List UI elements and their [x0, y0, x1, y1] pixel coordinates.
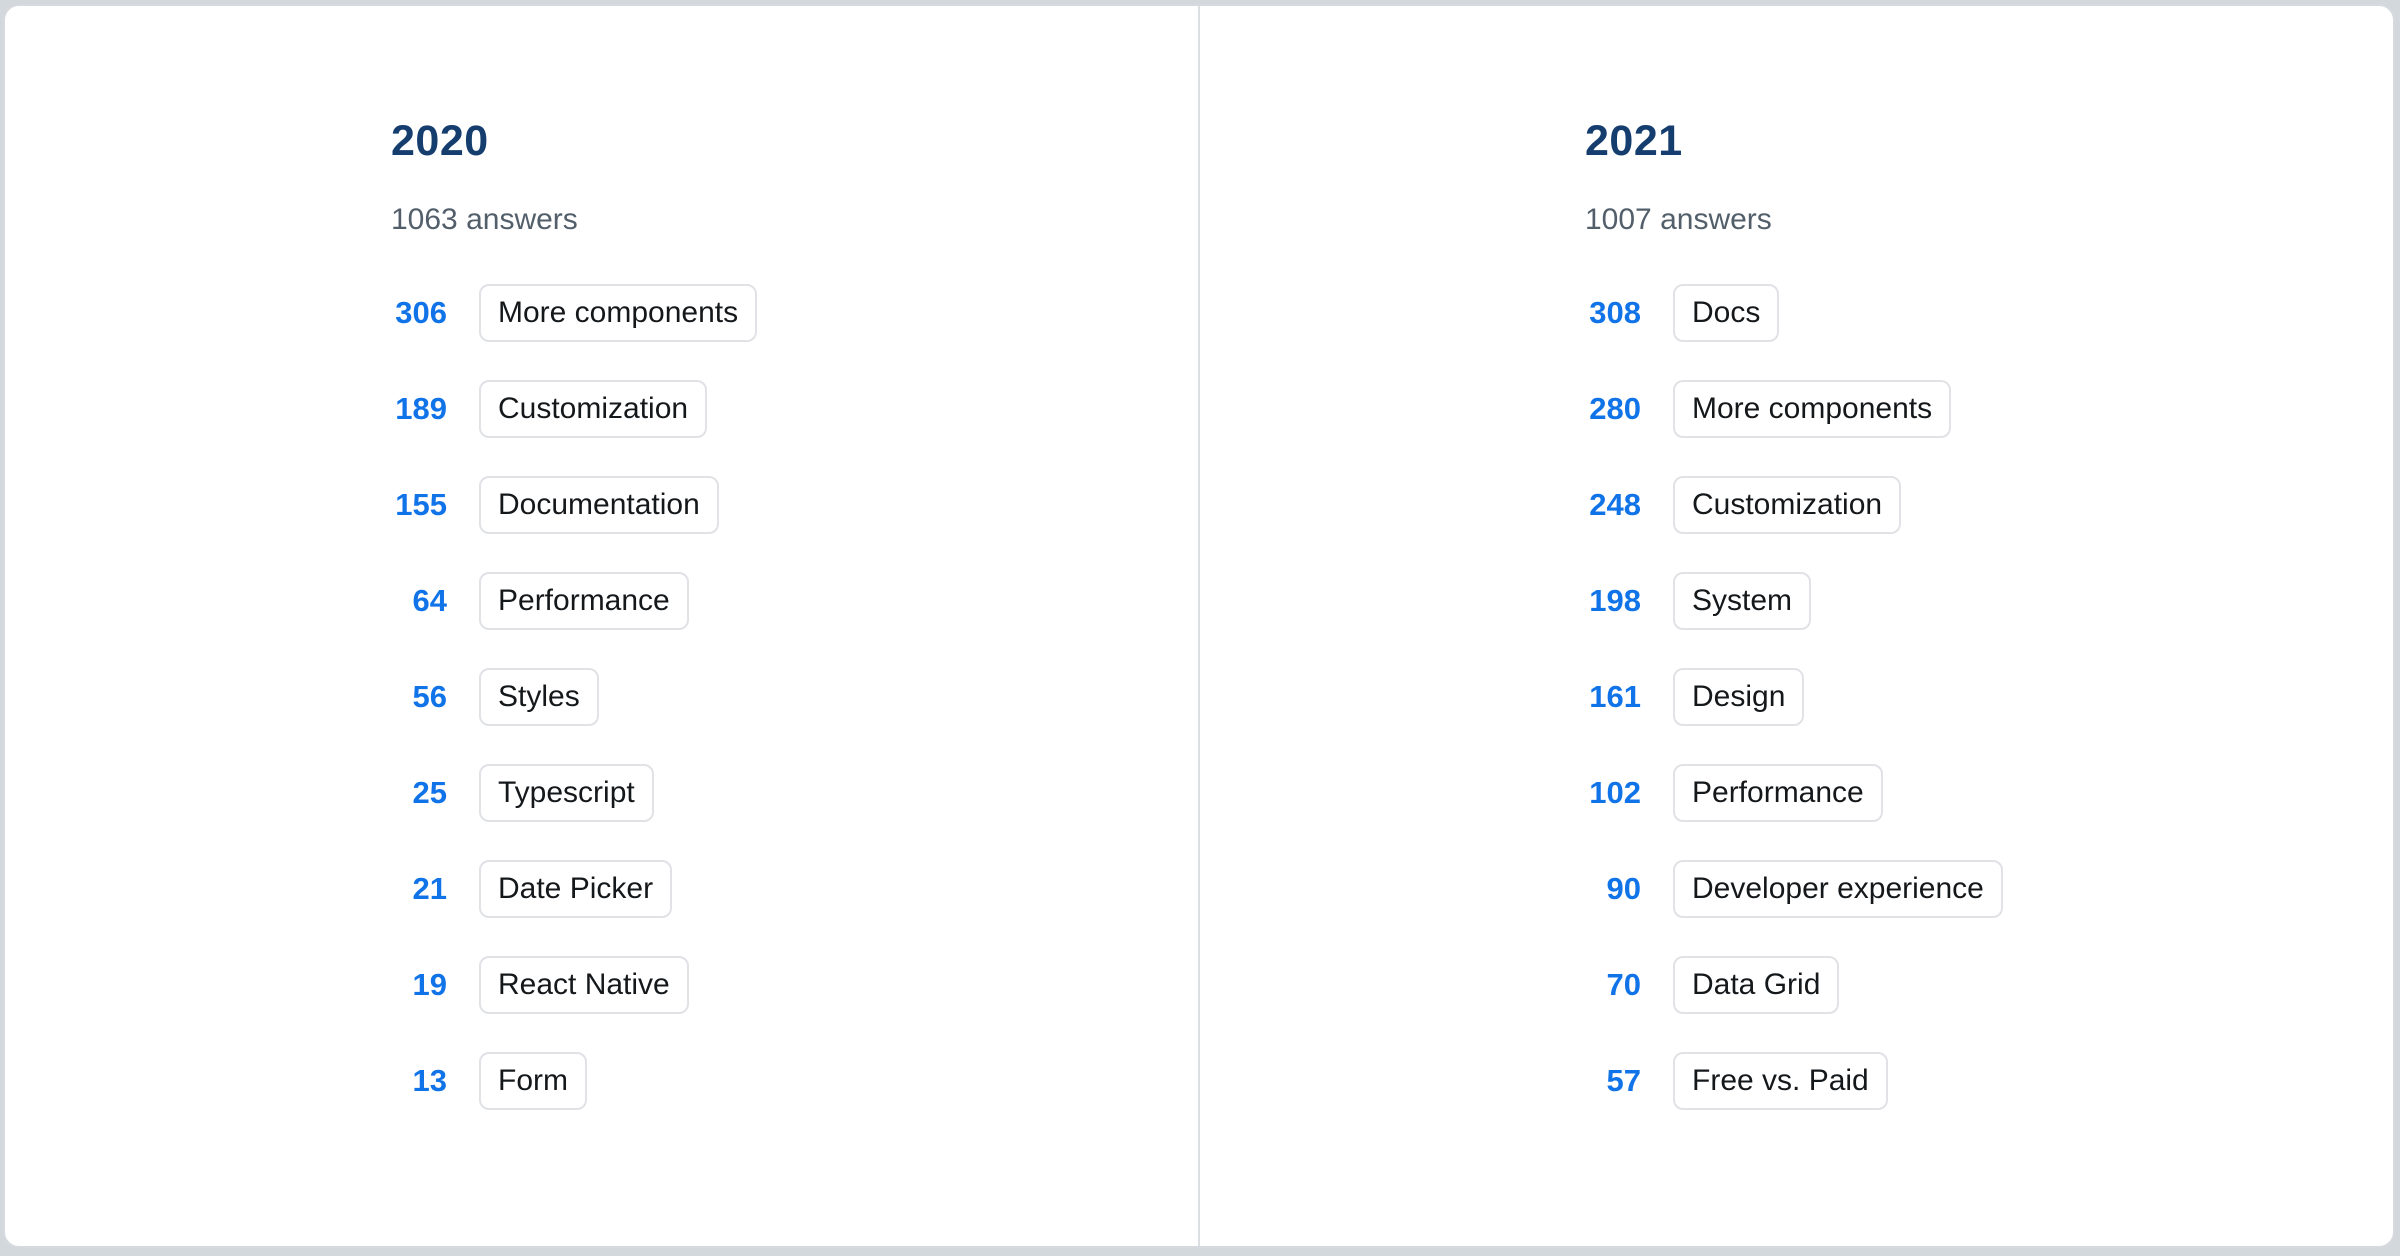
answer-chip: React Native: [479, 956, 689, 1014]
answer-row: 102 Performance: [1585, 764, 2393, 822]
answer-row: 306 More components: [391, 284, 1199, 342]
answer-row: 56 Styles: [391, 668, 1199, 726]
vote-count: 21: [412, 871, 447, 906]
vote-count: 56: [412, 679, 447, 714]
answer-row: 25 Typescript: [391, 764, 1199, 822]
answer-row: 64 Performance: [391, 572, 1199, 630]
column-divider: [1198, 6, 1200, 1246]
answer-chip: Free vs. Paid: [1673, 1052, 1888, 1110]
answer-row: 21 Date Picker: [391, 860, 1199, 918]
vote-count: 308: [1589, 295, 1641, 330]
answer-chip: Performance: [1673, 764, 1883, 822]
answer-row: 155 Documentation: [391, 476, 1199, 534]
answer-chip: Styles: [479, 668, 599, 726]
vote-count: 198: [1589, 583, 1641, 618]
vote-count: 19: [412, 967, 447, 1002]
survey-results-card: 2020 1063 answers 306 More components 189 C…: [3, 4, 2395, 1248]
answer-chip: Date Picker: [479, 860, 673, 918]
vote-count: 13: [412, 1063, 447, 1098]
vote-count: 248: [1589, 487, 1641, 522]
answer-list-2021: 308 Docs 280 More components 248 Customizatio…: [1585, 284, 2393, 1110]
answer-list-2020: 306 More components 189 Customization 155 Doc…: [391, 284, 1199, 1110]
year-heading-2020: 2020: [391, 117, 489, 165]
answer-row: 308 Docs: [1585, 284, 2393, 342]
answer-row: 189 Customization: [391, 380, 1199, 438]
answer-row: 248 Customization: [1585, 476, 2393, 534]
vote-count: 57: [1606, 1063, 1641, 1098]
vote-count: 90: [1606, 871, 1641, 906]
panel-2020: 2020 1063 answers 306 More components 189 C…: [5, 6, 1199, 1246]
answer-chip: Performance: [479, 572, 689, 630]
answer-row: 19 React Native: [391, 956, 1199, 1014]
answers-count-2021: 1007 answers: [1585, 203, 1772, 236]
vote-count: 280: [1589, 391, 1641, 426]
answer-chip: Form: [479, 1052, 587, 1110]
vote-count: 25: [412, 775, 447, 810]
answer-row: 280 More components: [1585, 380, 2393, 438]
panel-2021: 2021 1007 answers 308 Docs 280 More compone…: [1199, 6, 2393, 1246]
vote-count: 189: [395, 391, 447, 426]
vote-count: 161: [1589, 679, 1641, 714]
answer-chip: More components: [479, 284, 758, 342]
answers-count-2020: 1063 answers: [391, 203, 578, 236]
answer-row: 90 Developer experience: [1585, 860, 2393, 918]
answer-chip: Design: [1673, 668, 1805, 726]
answer-row: 70 Data Grid: [1585, 956, 2393, 1014]
answer-row: 161 Design: [1585, 668, 2393, 726]
vote-count: 70: [1606, 967, 1641, 1002]
answer-chip: Docs: [1673, 284, 1780, 342]
year-heading-2021: 2021: [1585, 117, 1683, 165]
answer-chip: Data Grid: [1673, 956, 1840, 1014]
vote-count: 102: [1589, 775, 1641, 810]
answer-row: 198 System: [1585, 572, 2393, 630]
answer-chip: Customization: [1673, 476, 1902, 534]
answer-chip: System: [1673, 572, 1812, 630]
answer-chip: Documentation: [479, 476, 719, 534]
answer-chip: More components: [1673, 380, 1952, 438]
vote-count: 64: [412, 583, 447, 618]
answer-chip: Customization: [479, 380, 708, 438]
answer-row: 57 Free vs. Paid: [1585, 1052, 2393, 1110]
vote-count: 155: [395, 487, 447, 522]
answer-row: 13 Form: [391, 1052, 1199, 1110]
vote-count: 306: [395, 295, 447, 330]
answer-chip: Typescript: [479, 764, 654, 822]
answer-chip: Developer experience: [1673, 860, 2003, 918]
